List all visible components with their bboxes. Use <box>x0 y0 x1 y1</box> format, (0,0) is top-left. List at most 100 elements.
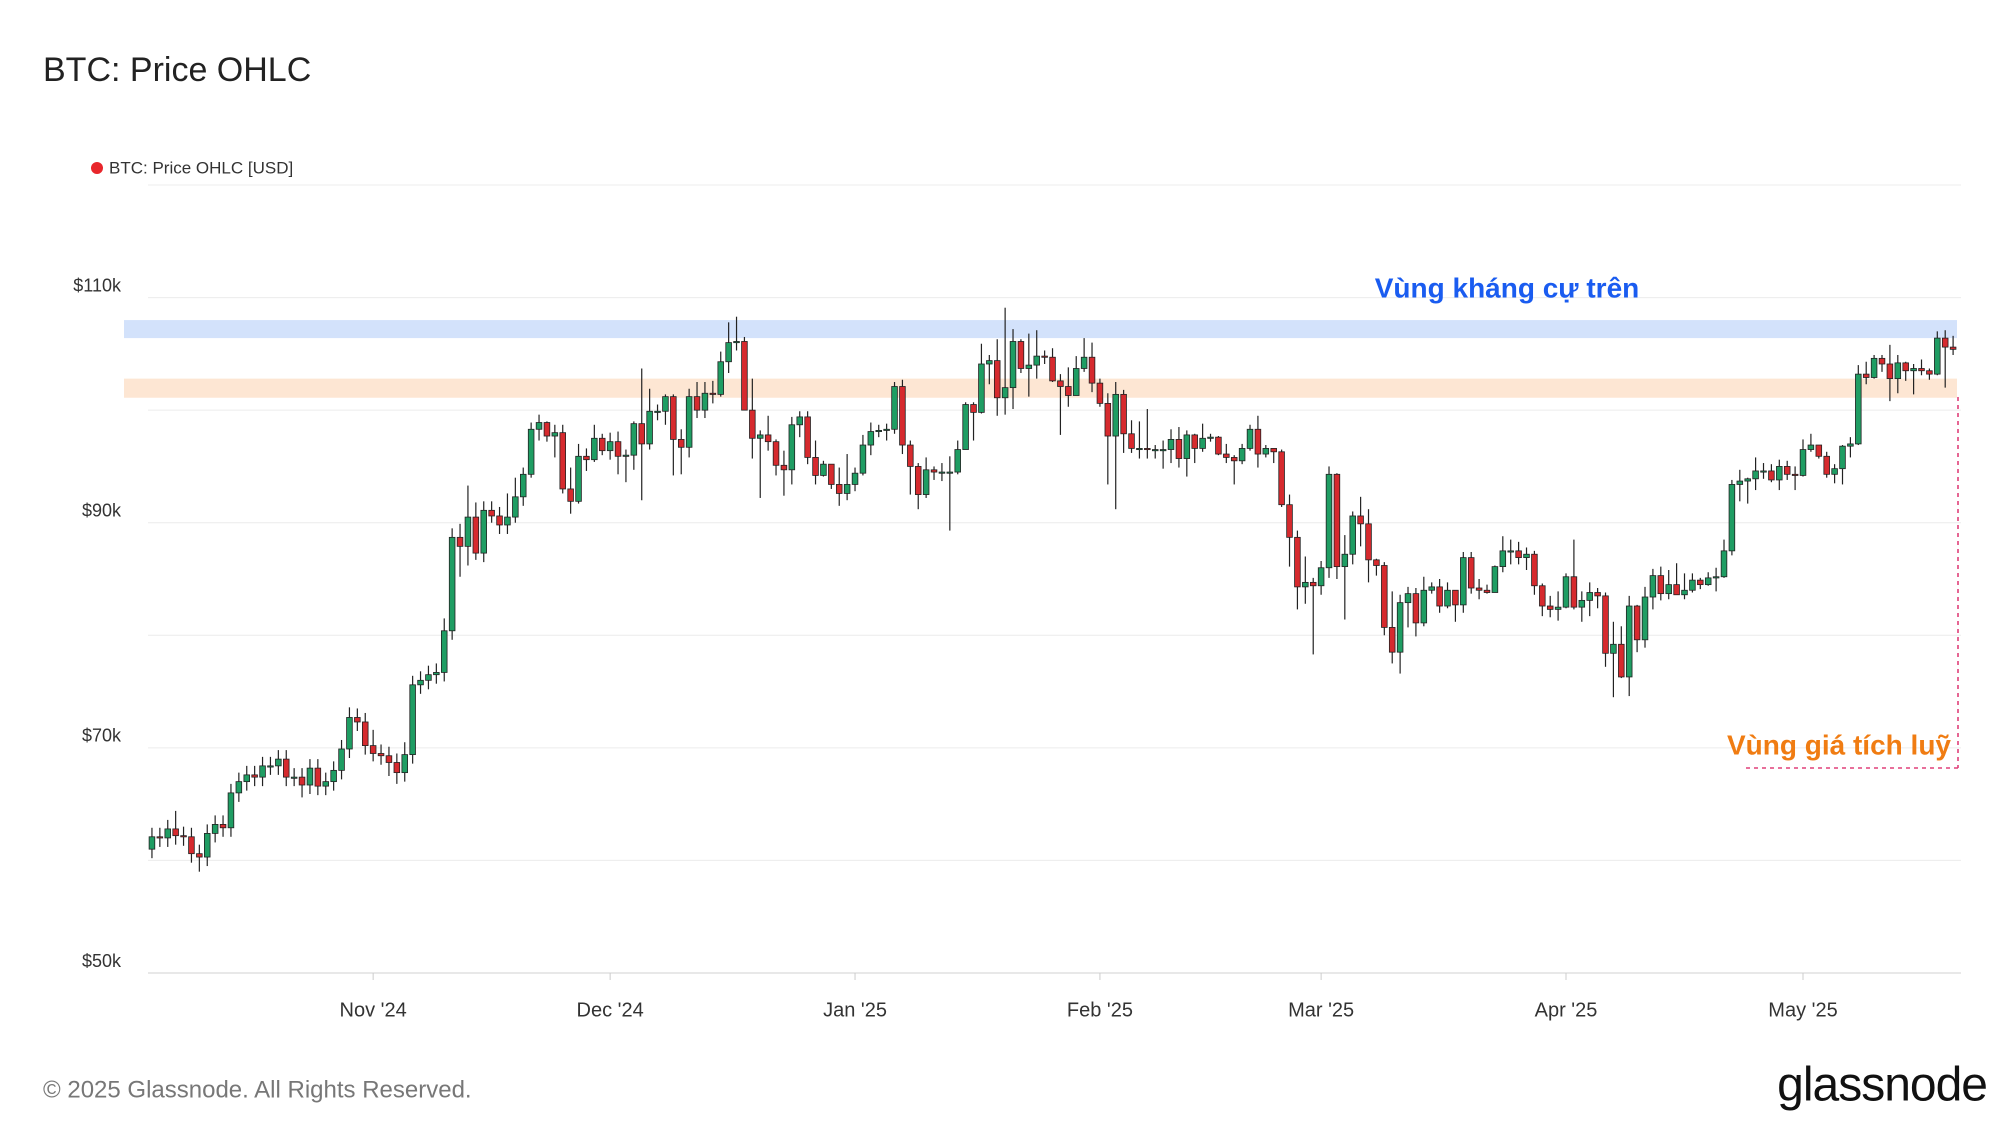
candle-body <box>1428 586 1435 591</box>
candle-body <box>196 853 203 858</box>
candle-body <box>1665 584 1672 595</box>
candle-body <box>1381 565 1388 628</box>
candle-body <box>1017 341 1025 369</box>
candle-body <box>1649 575 1657 598</box>
candle-body <box>993 360 1001 399</box>
candle-body <box>1760 470 1767 473</box>
candle-body <box>306 767 314 786</box>
candle-body <box>1807 444 1815 450</box>
candle-body <box>717 361 724 395</box>
candle-body <box>978 363 985 413</box>
candle-body <box>338 748 345 771</box>
candle-body <box>1578 599 1586 608</box>
candle-body <box>1436 586 1443 607</box>
candle-body <box>1065 386 1072 396</box>
candle-body <box>1515 550 1522 559</box>
candle-body <box>946 471 954 474</box>
candle-body <box>875 430 882 433</box>
candle-body <box>922 469 930 495</box>
candle-body <box>472 516 480 554</box>
candle-body <box>1175 439 1183 459</box>
candle-body <box>1088 356 1096 384</box>
candle-body <box>1112 393 1119 437</box>
candle-body <box>1057 380 1064 387</box>
candle-body <box>1870 357 1878 378</box>
candle-body <box>251 774 258 778</box>
candle-body <box>1412 593 1420 624</box>
candle-body <box>567 488 574 502</box>
candle-body <box>1049 356 1056 382</box>
candle-body <box>741 341 748 411</box>
candle-body <box>772 441 780 466</box>
candle-body <box>796 416 803 426</box>
candle-body <box>275 758 282 767</box>
candle-body <box>1388 627 1396 653</box>
candle-body <box>393 762 401 774</box>
candle-body <box>1357 515 1364 525</box>
legend-marker <box>91 162 103 174</box>
candle-body <box>354 717 361 723</box>
annotation-dash <box>1745 397 1959 769</box>
candle-body <box>1839 445 1846 470</box>
candle-body <box>346 717 353 750</box>
candle-body <box>764 434 772 443</box>
candle-body <box>440 630 448 673</box>
y-tick-label: $90k <box>82 500 122 520</box>
candle-body <box>551 432 559 437</box>
candle-body <box>1499 550 1507 568</box>
candle-body <box>970 404 977 413</box>
candle-body <box>1815 444 1823 457</box>
candle-body <box>677 439 685 448</box>
candle-body <box>425 674 432 681</box>
candle-body <box>1286 504 1293 538</box>
candle-body <box>401 754 408 774</box>
candle-body <box>1309 581 1317 587</box>
candle-body <box>1736 480 1744 485</box>
candle-body <box>1712 576 1720 579</box>
candle-body <box>1452 589 1459 606</box>
labels: $50k $70k $90k $110k Nov '24 Dec '24 Jan '25 Fe… <box>73 272 1951 1021</box>
candle-body <box>1404 593 1412 604</box>
candle-body <box>851 472 859 485</box>
candle-body <box>1199 437 1206 449</box>
candle-body <box>1215 436 1222 455</box>
candle-body <box>646 410 653 445</box>
candle-body <box>938 471 946 474</box>
candle-body <box>1894 362 1902 380</box>
candle-body <box>1270 448 1277 453</box>
candle-body <box>1483 589 1491 593</box>
candle-body <box>235 781 243 794</box>
candle-body <box>1294 536 1301 588</box>
candle-body <box>164 828 171 839</box>
candle-body <box>290 776 298 779</box>
candle-body <box>172 828 179 837</box>
candle-body <box>1633 605 1641 641</box>
candle-body <box>835 484 843 494</box>
candle-body <box>322 781 329 787</box>
candle-body <box>1910 368 1917 372</box>
bands <box>124 320 1957 398</box>
candle-body <box>148 836 156 850</box>
candle-body <box>1444 589 1451 607</box>
candle-body <box>1041 355 1048 358</box>
candle-body <box>1349 515 1356 555</box>
candle-body <box>914 466 922 495</box>
candle-body <box>1752 470 1759 480</box>
candle-body <box>330 769 337 783</box>
candle-body <box>1847 443 1854 447</box>
candle-body <box>1460 557 1467 606</box>
zone-band <box>124 378 1957 398</box>
candle-body <box>954 449 961 473</box>
candle-body <box>456 536 464 547</box>
candle-body <box>1799 449 1807 476</box>
candle-body <box>606 441 614 452</box>
candle-body <box>298 776 306 786</box>
candle-body <box>362 721 369 747</box>
candle-body <box>1491 566 1499 593</box>
candle-body <box>883 428 890 431</box>
candle-body <box>1878 357 1886 365</box>
footer: © 2025 Glassnode. All Rights Reserved. <box>43 1076 472 1103</box>
candle-body <box>828 463 835 485</box>
candle-body <box>583 455 590 461</box>
